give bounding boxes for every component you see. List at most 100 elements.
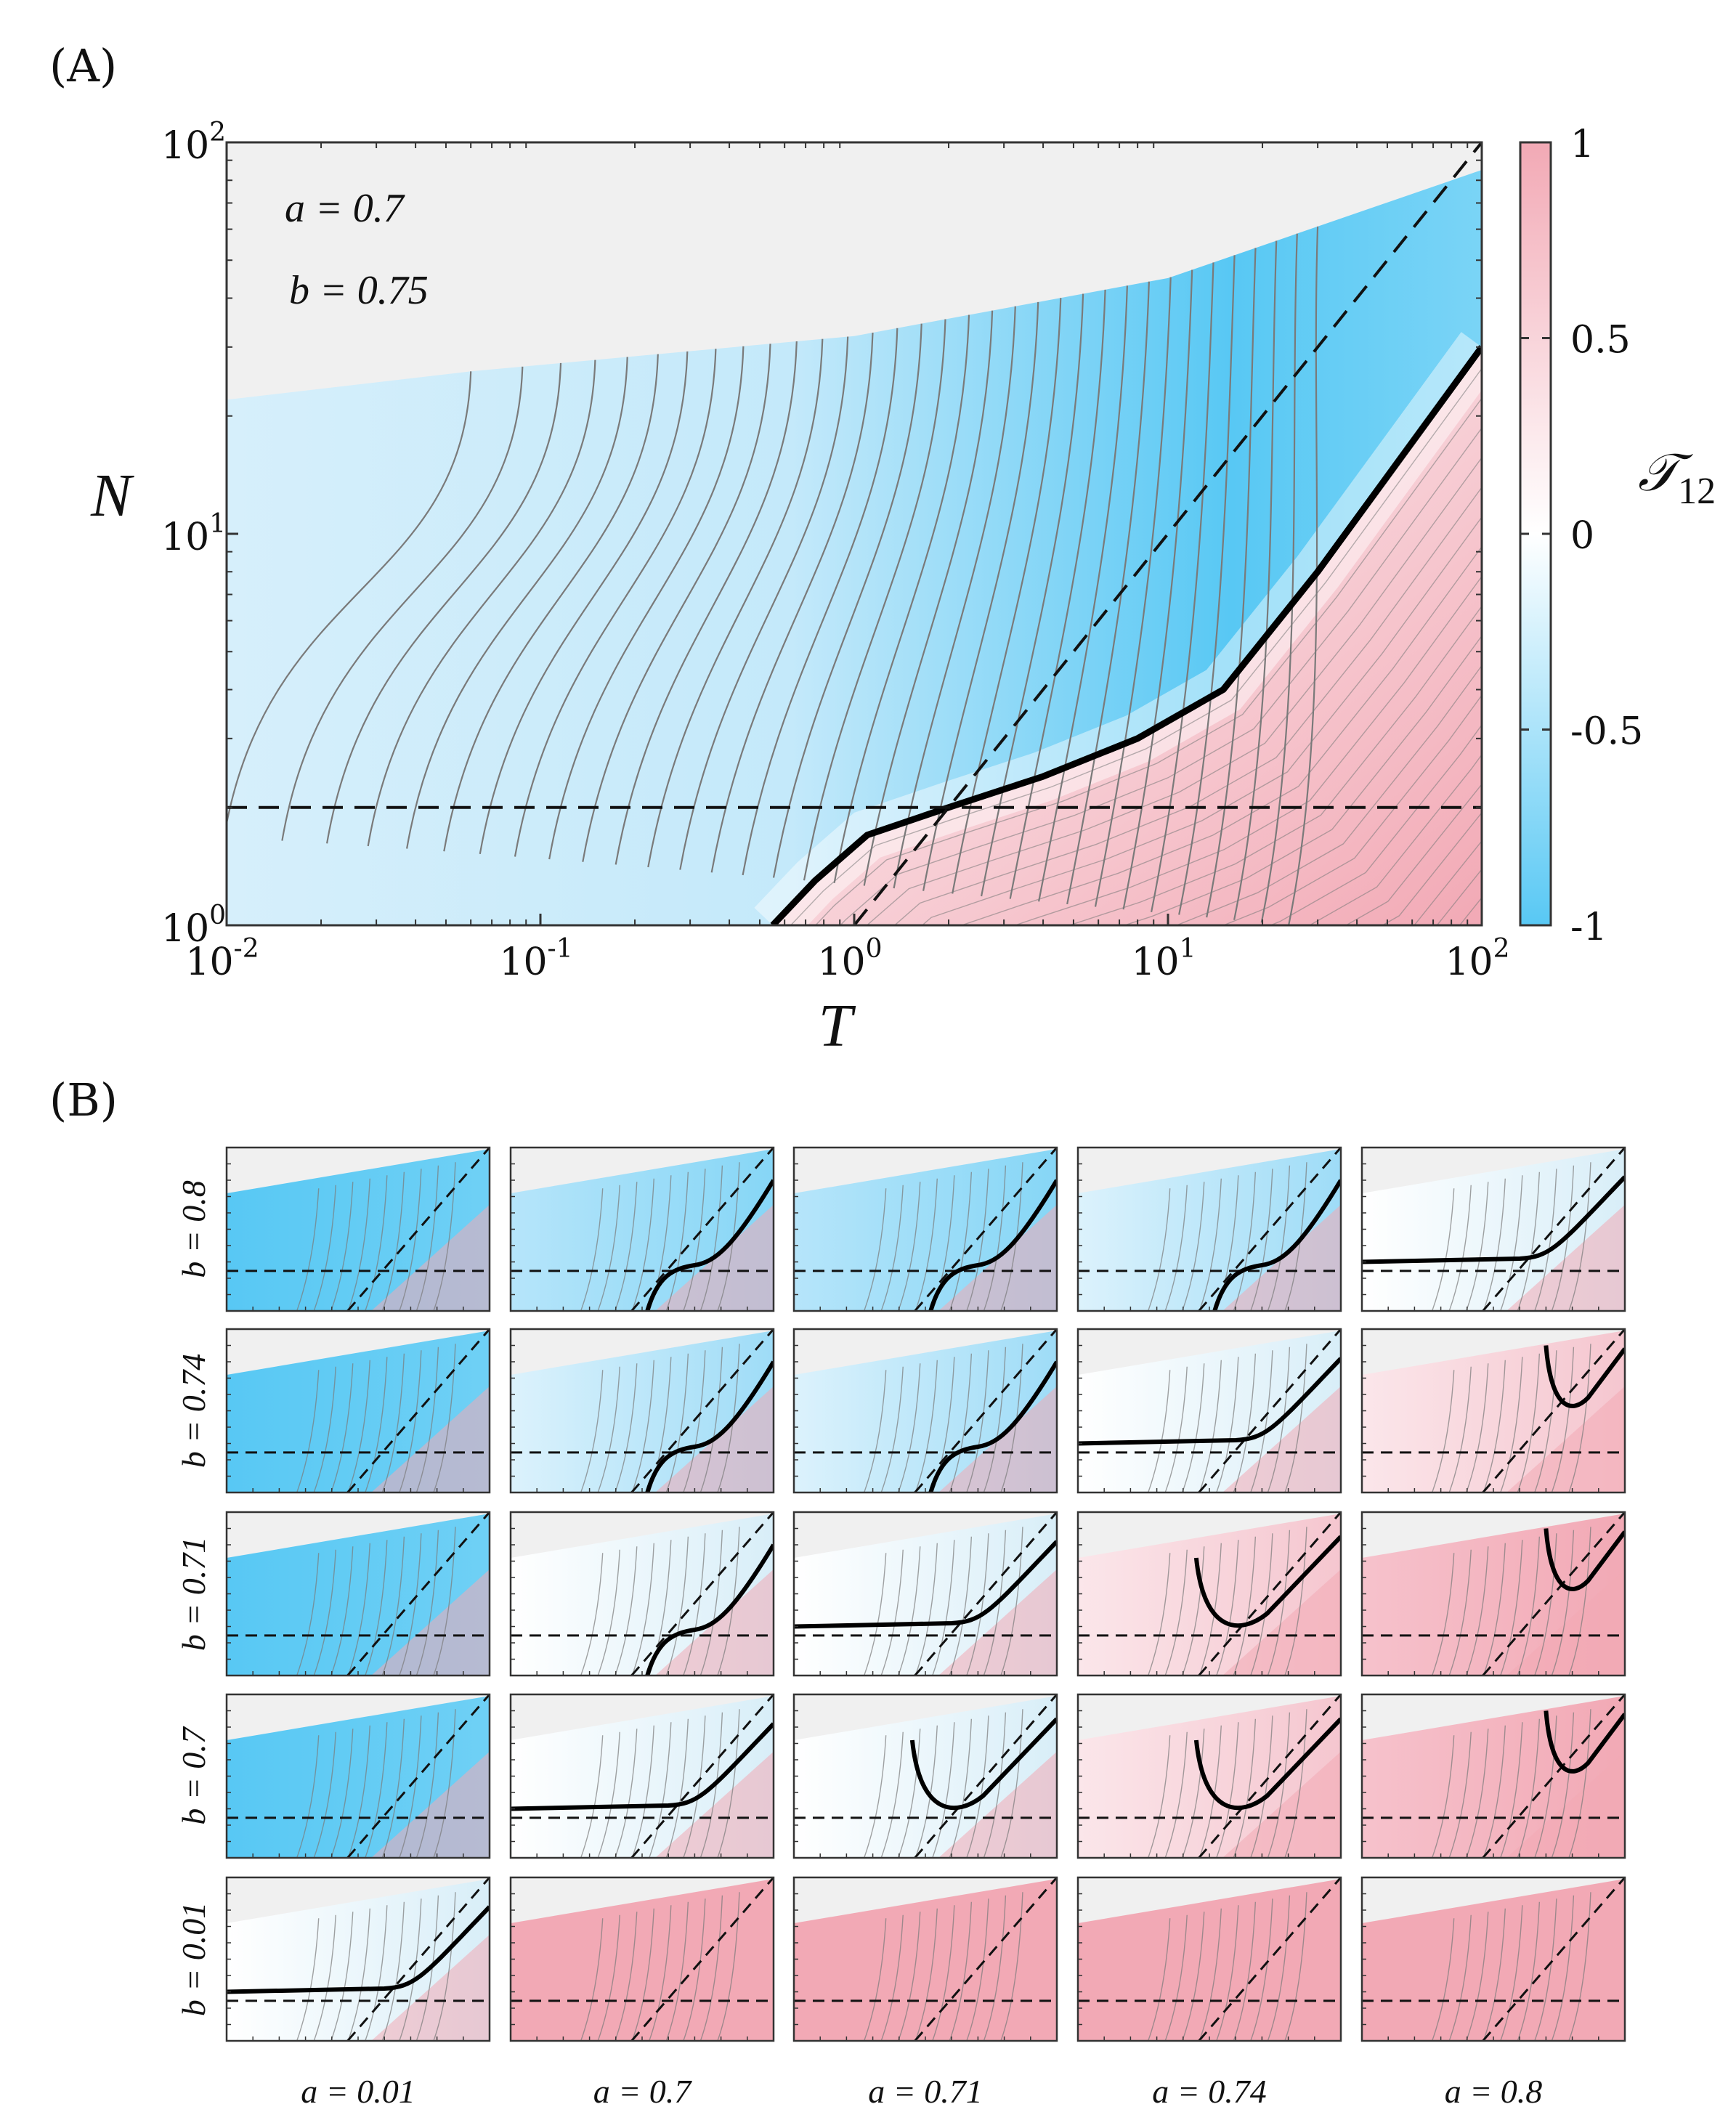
contour-line xyxy=(399,1533,422,1676)
zero-contour xyxy=(928,1360,1057,1493)
contour-line xyxy=(631,1178,654,1311)
contour-line xyxy=(1013,575,1482,925)
contour-line xyxy=(949,1171,973,1311)
contour-line xyxy=(898,1363,921,1493)
reference-line-diagonal xyxy=(1482,1694,1625,1858)
contour-line xyxy=(1483,1725,1506,1858)
zero-contour xyxy=(794,1540,1057,1629)
contour-line xyxy=(699,1347,723,1493)
contour-line xyxy=(772,323,922,878)
contour-line xyxy=(679,336,849,870)
contour-line xyxy=(330,1182,354,1311)
reference-line-diagonal xyxy=(346,1329,490,1493)
contour-line xyxy=(1094,277,1172,907)
contour-line xyxy=(966,1169,989,1311)
column-label: a = 0.74 xyxy=(1152,2073,1267,2110)
reference-line-diagonal xyxy=(1198,1694,1341,1858)
contour-line xyxy=(381,1718,405,1858)
contour-line xyxy=(548,346,745,860)
contour-line xyxy=(932,1905,955,2041)
contour-line xyxy=(1448,1185,1472,1311)
contour-line xyxy=(615,1729,638,1858)
contour-line xyxy=(406,357,628,849)
contour-line xyxy=(433,1344,456,1493)
reference-line-diagonal xyxy=(630,1512,774,1676)
contour-line xyxy=(932,1722,955,1858)
contour-line xyxy=(1448,1731,1472,1858)
contour-line xyxy=(597,1185,620,1311)
contour-line xyxy=(966,1350,989,1493)
small-heatmap-cell xyxy=(225,1328,491,1494)
contour-line xyxy=(649,1905,672,2041)
contour-line xyxy=(1483,1908,1506,2041)
reference-line-diagonal xyxy=(914,1329,1057,1493)
contour-line xyxy=(330,1363,354,1493)
reference-line-diagonal xyxy=(1482,1148,1625,1311)
contour-line xyxy=(699,1712,723,1858)
contour-line xyxy=(898,1546,921,1676)
y-axis-label: N xyxy=(90,462,134,529)
contour-line xyxy=(1164,1549,1188,1676)
contour-line xyxy=(1308,753,1482,925)
contour-line xyxy=(296,1370,320,1493)
contour-line xyxy=(866,457,1482,925)
contour-line xyxy=(1534,1533,1557,1676)
contour-line xyxy=(717,1892,740,2041)
contour-line xyxy=(1568,1709,1591,1858)
colorbar-tick-label: 0.5 xyxy=(1570,319,1631,362)
contour-line xyxy=(665,1171,689,1311)
small-heatmap-cell xyxy=(792,1876,1058,2042)
contour-line xyxy=(1164,1366,1188,1493)
contour-line xyxy=(1267,1165,1291,1311)
contour-line xyxy=(313,1549,336,1676)
small-heatmap-cell xyxy=(1360,1693,1626,1859)
positive-region xyxy=(772,346,1482,925)
contour-line xyxy=(949,1536,973,1676)
contour-line xyxy=(1534,1350,1557,1493)
contour-line xyxy=(949,1353,973,1493)
contour-line xyxy=(1164,1914,1188,2041)
contour-line xyxy=(582,344,771,862)
positive-region xyxy=(371,1934,490,2041)
zero-contour xyxy=(511,1722,774,1811)
contour-line xyxy=(580,1735,604,1858)
x-tick-label: 10-1 xyxy=(499,934,572,984)
contour-line xyxy=(1568,1162,1591,1311)
contour-line xyxy=(443,354,659,852)
contour-line xyxy=(365,1357,388,1493)
contour-line xyxy=(966,1898,989,2041)
zero-contour xyxy=(1078,1357,1341,1446)
contour-line xyxy=(1551,1895,1575,2041)
contour-line xyxy=(863,310,994,886)
small-heatmap-cell xyxy=(509,1328,775,1494)
contour-line xyxy=(399,1350,422,1493)
contour-line xyxy=(1267,1712,1291,1858)
contour-line xyxy=(1466,1363,1489,1493)
contour-line xyxy=(683,1350,706,1493)
contour-line xyxy=(1284,1344,1307,1493)
contour-line xyxy=(1517,1353,1541,1493)
contour-line xyxy=(1148,1370,1171,1493)
contour-line xyxy=(1466,1729,1489,1858)
contour-line xyxy=(1534,1715,1557,1858)
positive-region xyxy=(371,1386,490,1493)
contour-line xyxy=(1466,1546,1489,1676)
contour-line xyxy=(1198,1725,1222,1858)
contour-line xyxy=(347,1178,370,1311)
contour-line xyxy=(1233,240,1278,920)
reference-line-diagonal xyxy=(853,142,1482,925)
small-heatmap-cell xyxy=(792,1511,1058,1677)
contour-line xyxy=(615,1363,638,1493)
contour-line xyxy=(983,1347,1007,1493)
contour-line xyxy=(597,1549,620,1676)
positive-region xyxy=(1506,1751,1625,1858)
contour-line xyxy=(949,1718,973,1858)
contour-line xyxy=(1250,1169,1273,1311)
contour-line xyxy=(898,1912,921,2041)
row-label: b = 0.71 xyxy=(175,1537,212,1652)
param-a: a = 0.7 xyxy=(285,186,405,231)
contour-line xyxy=(281,366,524,841)
contour-line xyxy=(580,1370,604,1493)
contour-line xyxy=(1222,694,1482,925)
positive-region xyxy=(1506,1204,1625,1311)
